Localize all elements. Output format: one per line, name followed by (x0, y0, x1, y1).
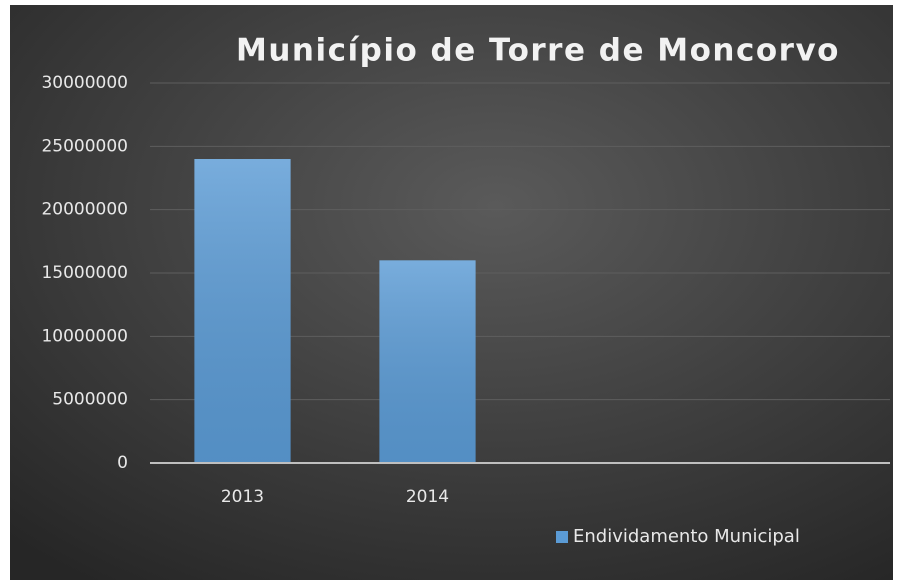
y-tick-label: 25000000 (41, 136, 128, 156)
y-tick-label: 0 (117, 453, 128, 473)
x-tick-label: 2014 (406, 487, 449, 507)
legend-label: Endividamento Municipal (573, 526, 800, 547)
legend-swatch (556, 531, 568, 543)
bar (379, 260, 476, 463)
y-tick-label: 30000000 (41, 73, 128, 93)
bar (194, 159, 291, 463)
x-tick-label: 2013 (221, 487, 264, 507)
y-tick-label: 5000000 (52, 390, 128, 410)
y-tick-label: 15000000 (41, 263, 128, 283)
y-tick-label: 20000000 (41, 200, 128, 220)
y-tick-label: 10000000 (41, 326, 128, 346)
chart-title: Município de Torre de Moncorvo (236, 33, 840, 69)
